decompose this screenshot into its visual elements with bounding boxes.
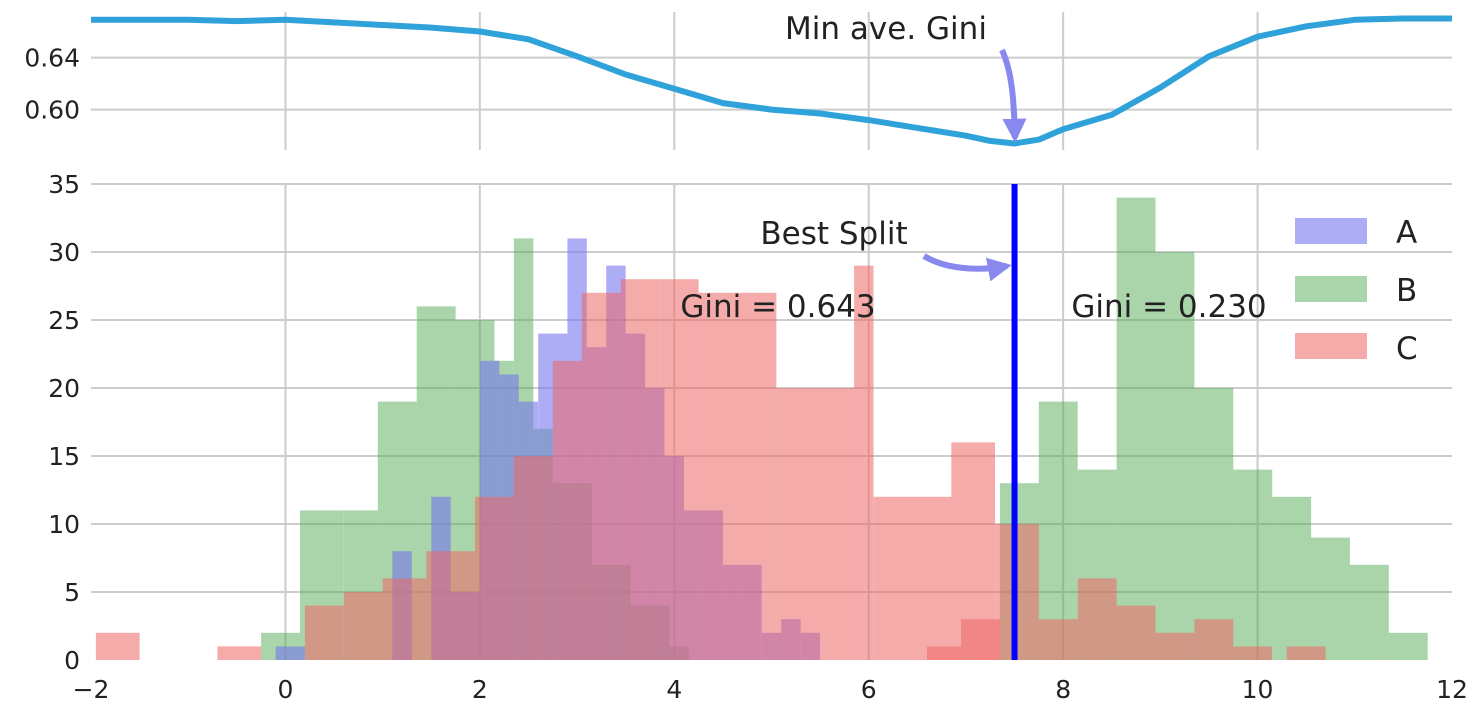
histogram-bar-c xyxy=(343,592,383,660)
gini-panel-grid xyxy=(91,12,1452,150)
histogram-bar-c xyxy=(1194,619,1234,660)
gini-curve-line xyxy=(91,15,1452,147)
histogram-x-tick-label: 2 xyxy=(472,675,488,704)
best-split-arrow xyxy=(922,253,1012,282)
histogram-bar-b xyxy=(1388,632,1428,660)
histogram-bar-c xyxy=(1233,646,1273,660)
histogram-x-tick-label: 8 xyxy=(1055,675,1071,704)
histogram-y-ticks: 0 5 10 15 20 25 30 35 xyxy=(48,170,80,675)
histogram-bar-c xyxy=(304,605,344,660)
histogram-bar-c xyxy=(698,292,738,660)
histogram-bar-c xyxy=(475,496,514,660)
histogram-bar-c xyxy=(927,646,961,660)
min-gini-annotation: Min ave. Gini xyxy=(785,11,987,47)
histogram-bar-b xyxy=(1194,388,1234,660)
histogram-bar-c xyxy=(961,619,1000,660)
gini-right-annotation: Gini = 0.230 xyxy=(1071,289,1266,325)
legend-swatch-a xyxy=(1295,218,1367,244)
histogram-y-tick-label: 5 xyxy=(64,578,80,607)
histogram-bar-c xyxy=(581,292,621,660)
histogram-bar-b xyxy=(1038,401,1078,660)
gini-y-tick-label: 0.60 xyxy=(24,96,80,125)
histogram-y-tick-label: 35 xyxy=(48,170,80,199)
histogram-x-tick-label: −2 xyxy=(73,675,110,704)
histogram-x-tick-label: 6 xyxy=(861,675,877,704)
histogram-bar-b xyxy=(1155,252,1195,660)
histogram-bar-c xyxy=(217,646,262,660)
legend: A B C xyxy=(1295,215,1418,367)
histogram-bar-b xyxy=(1116,197,1156,660)
histogram-bar-c xyxy=(854,265,874,660)
histogram-bar-c xyxy=(1286,646,1326,660)
histogram-bar-c xyxy=(912,496,952,660)
histogram-bar-b xyxy=(1233,469,1273,660)
gini-left-annotation: Gini = 0.643 xyxy=(680,289,875,325)
legend-swatch-b xyxy=(1295,276,1367,302)
histogram-bar-c xyxy=(513,456,553,660)
histogram-bar-c xyxy=(776,388,816,660)
histogram-bar-c xyxy=(1038,619,1078,660)
histogram-y-tick-label: 10 xyxy=(48,510,80,539)
histogram-x-tick-label: 10 xyxy=(1242,675,1274,704)
histogram-bar-c xyxy=(1155,632,1195,660)
legend-label-c: C xyxy=(1396,331,1418,367)
histogram-bar-c xyxy=(1116,605,1156,660)
histogram-bar-b xyxy=(1349,564,1389,660)
histogram-bar-c xyxy=(95,632,140,660)
histogram-x-tick-label: 12 xyxy=(1436,675,1468,704)
histogram-bar-a xyxy=(275,646,305,660)
histogram-x-ticks: −2 0 2 4 6 8 10 12 xyxy=(73,675,1468,704)
histogram-y-tick-label: 0 xyxy=(64,646,80,675)
histogram-x-tick-label: 0 xyxy=(277,675,293,704)
histogram-bar-c xyxy=(1014,524,1039,660)
histogram-bar-c xyxy=(737,292,777,660)
histogram-y-tick-label: 25 xyxy=(48,306,80,335)
histogram-x-tick-label: 4 xyxy=(666,675,682,704)
histogram-bar-c xyxy=(873,496,913,660)
gini-panel-y-ticks: 0.60 0.64 xyxy=(24,44,80,125)
legend-swatch-c xyxy=(1295,333,1367,359)
histogram-bar-b xyxy=(1272,496,1312,660)
histogram-y-tick-label: 20 xyxy=(48,374,80,403)
histogram-bar-c xyxy=(552,360,582,660)
min-gini-arrow xyxy=(999,48,1027,143)
histogram-bar-c xyxy=(620,279,660,660)
histogram-y-tick-label: 15 xyxy=(48,442,80,471)
best-split-annotation: Best Split xyxy=(760,216,907,252)
histogram-bar-b xyxy=(1311,537,1350,660)
legend-label-a: A xyxy=(1396,215,1417,251)
gini-y-tick-label: 0.64 xyxy=(24,44,80,73)
histogram-bar-c xyxy=(426,551,475,660)
histogram-y-tick-label: 30 xyxy=(48,238,80,267)
histogram-bar-c xyxy=(815,388,855,660)
histogram-bar-c xyxy=(1077,578,1117,660)
histogram-series-c xyxy=(95,265,1326,660)
gini-curve-panel: 0.60 0.64 Min ave. Gini xyxy=(24,11,1452,150)
histogram-bar-c xyxy=(659,279,699,660)
legend-label-b: B xyxy=(1396,273,1417,309)
histogram-bar-c xyxy=(382,578,427,660)
